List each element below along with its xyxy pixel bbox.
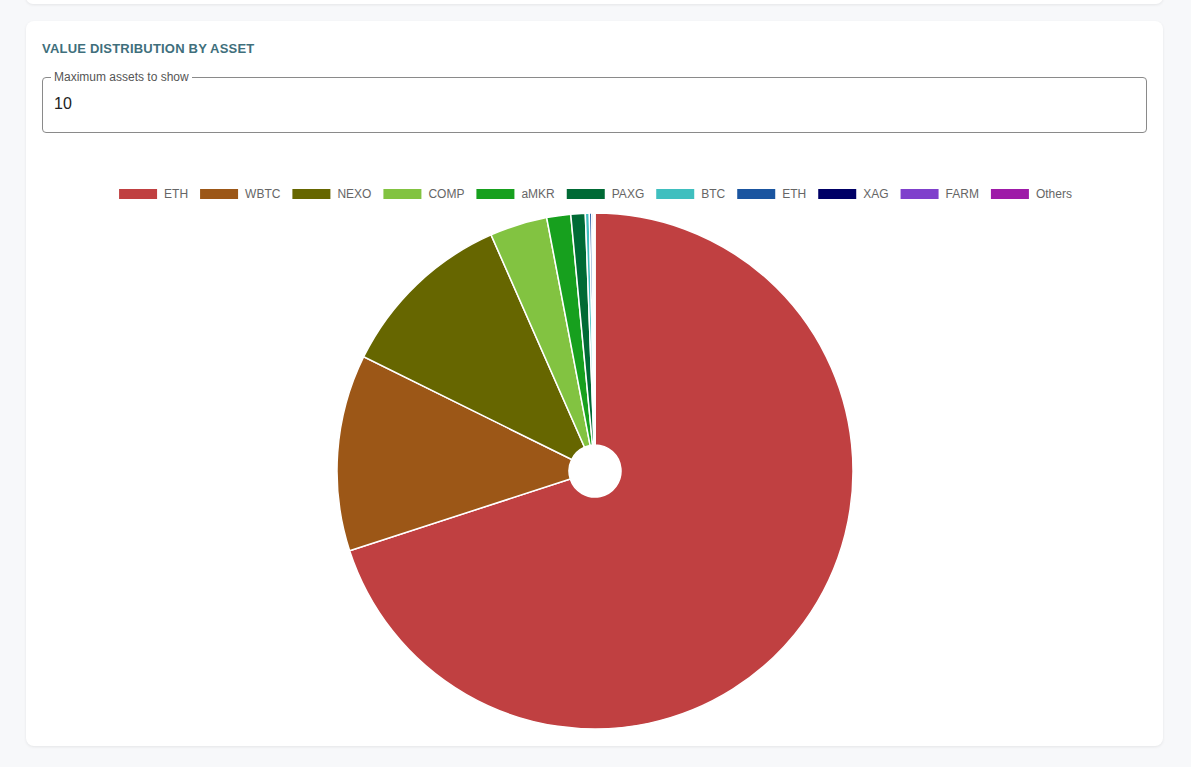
legend-item[interactable]: FARM [901, 187, 979, 201]
pie [337, 213, 853, 729]
legend-swatch [476, 189, 514, 199]
legend-label: ETH [164, 187, 188, 201]
card-top [26, 0, 1163, 4]
legend-label: aMKR [521, 187, 555, 201]
legend-label: PAXG [612, 187, 644, 201]
pie-slice[interactable] [585, 213, 594, 445]
legend-swatch [119, 189, 157, 199]
legend-item[interactable]: PAXG [567, 187, 644, 201]
legend-label: WBTC [245, 187, 281, 201]
pie-slice[interactable] [592, 213, 595, 445]
legend-swatch [292, 189, 330, 199]
input-value[interactable]: 10 [54, 95, 72, 113]
legend-label: COMP [428, 187, 464, 201]
input-label: Maximum assets to show [51, 70, 192, 84]
legend-swatch [991, 189, 1029, 199]
legend-item[interactable]: NEXO [292, 187, 371, 201]
legend-item[interactable]: WBTC [200, 187, 281, 201]
legend: ETH WBTC NEXO COMP aMKR PAXG BTC ETH XAG FARM Othe… [119, 187, 1072, 201]
input-field[interactable]: Maximum assets to show 10 [42, 77, 1147, 133]
legend-item[interactable]: BTC [656, 187, 725, 201]
legend-swatch [901, 189, 939, 199]
legend-swatch [200, 189, 238, 199]
legend-item[interactable]: XAG [818, 187, 888, 201]
pie-slice[interactable] [593, 213, 595, 445]
legend-item[interactable]: Others [991, 187, 1072, 201]
legend-item[interactable]: COMP [383, 187, 464, 201]
chart-svg: ETH WBTC NEXO COMP aMKR PAXG BTC ETH XAG FARM Othe… [0, 0, 1191, 767]
legend-swatch [818, 189, 856, 199]
legend-label: NEXO [337, 187, 371, 201]
legend-item[interactable]: ETH [737, 187, 806, 201]
legend-swatch [567, 189, 605, 199]
legend-label: FARM [946, 187, 979, 201]
legend-label: XAG [863, 187, 888, 201]
pie-slice[interactable] [589, 213, 594, 445]
chart-title: VALUE DISTRIBUTION BY ASSET [42, 41, 254, 56]
legend-item[interactable]: aMKR [476, 187, 555, 201]
legend-swatch [737, 189, 775, 199]
legend-swatch [656, 189, 694, 199]
legend-label: BTC [701, 187, 725, 201]
pie-slice[interactable] [571, 213, 594, 445]
legend-item[interactable]: ETH [119, 187, 188, 201]
legend-label: ETH [782, 187, 806, 201]
legend-label: Others [1036, 187, 1072, 201]
legend-swatch [383, 189, 421, 199]
pie-slice[interactable] [593, 213, 595, 445]
